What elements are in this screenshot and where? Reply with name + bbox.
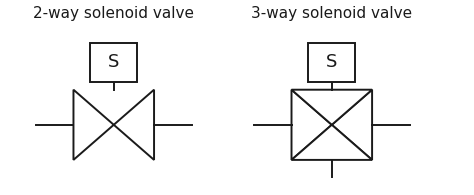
Text: 2-way solenoid valve: 2-way solenoid valve	[33, 6, 194, 21]
Text: S: S	[108, 53, 119, 71]
Polygon shape	[332, 90, 372, 160]
Bar	[308, 43, 356, 82]
Text: 3-way solenoid valve: 3-way solenoid valve	[251, 6, 412, 21]
Polygon shape	[292, 90, 372, 125]
Polygon shape	[73, 90, 114, 160]
Text: S: S	[326, 53, 337, 71]
Polygon shape	[292, 90, 332, 160]
Bar	[90, 43, 137, 82]
Polygon shape	[292, 125, 372, 160]
Polygon shape	[114, 90, 154, 160]
